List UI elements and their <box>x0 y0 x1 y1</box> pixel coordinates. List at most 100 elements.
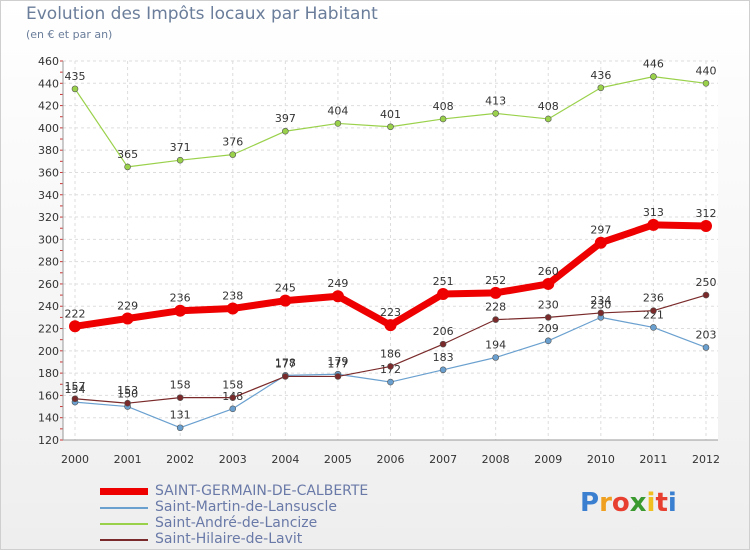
data-point <box>71 395 79 403</box>
data-label: 408 <box>433 100 454 113</box>
data-label: 234 <box>590 294 611 307</box>
legend-swatch <box>100 523 148 525</box>
data-label: 236 <box>643 292 664 305</box>
data-point <box>334 373 342 380</box>
data-label: 440 <box>696 64 717 77</box>
data-point <box>594 236 607 249</box>
y-tick-label: 220 <box>38 323 59 336</box>
data-label: 404 <box>327 104 348 117</box>
data-point <box>282 127 289 135</box>
data-label: 177 <box>327 357 348 370</box>
data-label: 245 <box>275 282 296 295</box>
data-label: 229 <box>117 299 138 312</box>
data-point <box>650 324 657 331</box>
data-label: 252 <box>485 274 506 287</box>
data-label: 401 <box>380 108 401 121</box>
y-tick-label: 300 <box>38 233 59 246</box>
data-label: 209 <box>538 322 559 335</box>
data-point <box>492 110 499 117</box>
data-label: 312 <box>696 207 717 220</box>
y-tick-label: 420 <box>38 100 59 113</box>
data-point <box>439 340 447 348</box>
data-label: 150 <box>117 388 138 401</box>
data-label: 376 <box>222 136 243 149</box>
legend-label: SAINT-GERMAIN-DE-CALBERTE <box>155 483 369 499</box>
data-point <box>650 307 657 314</box>
logo-letter: t <box>655 488 668 518</box>
data-label: 251 <box>433 275 454 288</box>
data-label: 260 <box>538 265 559 278</box>
data-point <box>387 378 394 386</box>
data-label: 371 <box>170 141 191 154</box>
data-point <box>71 85 79 93</box>
x-tick-label: 2006 <box>377 453 405 466</box>
data-label: 179 <box>327 355 348 368</box>
data-point <box>279 294 292 307</box>
data-point <box>387 123 394 131</box>
data-label: 228 <box>485 301 506 314</box>
data-point <box>650 73 657 80</box>
x-tick-label: 2010 <box>587 453 615 466</box>
x-tick-label: 2003 <box>219 453 247 466</box>
logo-letter: i <box>646 488 656 518</box>
data-label: 238 <box>222 289 243 302</box>
x-tick-label: 2005 <box>324 453 352 466</box>
data-point <box>334 120 342 127</box>
data-point <box>647 218 660 231</box>
data-label: 230 <box>590 298 611 311</box>
y-tick-label: 160 <box>38 389 59 402</box>
data-label: 158 <box>170 379 191 392</box>
logo-letter: i <box>667 488 677 518</box>
data-label: 413 <box>485 94 506 107</box>
data-point <box>282 373 289 380</box>
x-tick-label: 2009 <box>534 453 562 466</box>
y-tick-label: 200 <box>38 345 59 358</box>
logo-letter: o <box>611 488 630 518</box>
y-tick-label: 140 <box>38 412 59 425</box>
data-label: 236 <box>170 292 191 305</box>
legend-label: Saint-Hilaire-de-Lavit <box>155 531 303 547</box>
x-tick-label: 2004 <box>271 453 299 466</box>
data-label: 408 <box>538 100 559 113</box>
y-tick-label: 120 <box>38 434 59 447</box>
data-point <box>492 354 499 361</box>
data-label: 230 <box>538 298 559 311</box>
data-label: 436 <box>590 69 611 82</box>
legend-label: Saint-André-de-Lancize <box>155 515 318 531</box>
data-label: 153 <box>117 384 138 397</box>
legend-label: Saint-Martin-de-Lansuscle <box>155 499 337 515</box>
data-point <box>544 115 552 123</box>
y-tick-label: 260 <box>38 278 59 291</box>
data-point <box>229 151 237 158</box>
data-point <box>174 304 187 317</box>
data-label: 250 <box>696 276 717 289</box>
x-tick-label: 2012 <box>692 453 720 466</box>
data-label: 203 <box>696 328 717 341</box>
y-tick-label: 460 <box>38 55 59 68</box>
data-label: 249 <box>327 277 348 290</box>
data-label: 177 <box>275 357 296 370</box>
data-label: 157 <box>65 380 86 393</box>
y-tick-label: 380 <box>38 144 59 157</box>
data-label: 221 <box>643 308 664 321</box>
data-label: 365 <box>117 148 138 161</box>
y-tick-label: 340 <box>38 189 59 202</box>
data-point <box>702 344 710 351</box>
data-label: 222 <box>65 307 86 320</box>
x-tick-label: 2007 <box>429 453 457 466</box>
data-label: 446 <box>643 58 664 71</box>
data-point <box>124 399 131 407</box>
y-tick-label: 280 <box>38 256 59 269</box>
chart-title: Evolution des Impôts locaux par Habitant <box>26 4 378 24</box>
data-label: 131 <box>170 409 191 422</box>
x-tick-label: 2000 <box>61 453 89 466</box>
legend-swatch <box>100 539 148 541</box>
data-label: 158 <box>222 379 243 392</box>
data-label: 435 <box>65 70 86 83</box>
x-tick-label: 2008 <box>482 453 510 466</box>
data-label: 178 <box>275 356 296 369</box>
data-label: 313 <box>643 206 664 219</box>
data-point <box>229 394 237 401</box>
legend-swatch <box>100 488 148 495</box>
